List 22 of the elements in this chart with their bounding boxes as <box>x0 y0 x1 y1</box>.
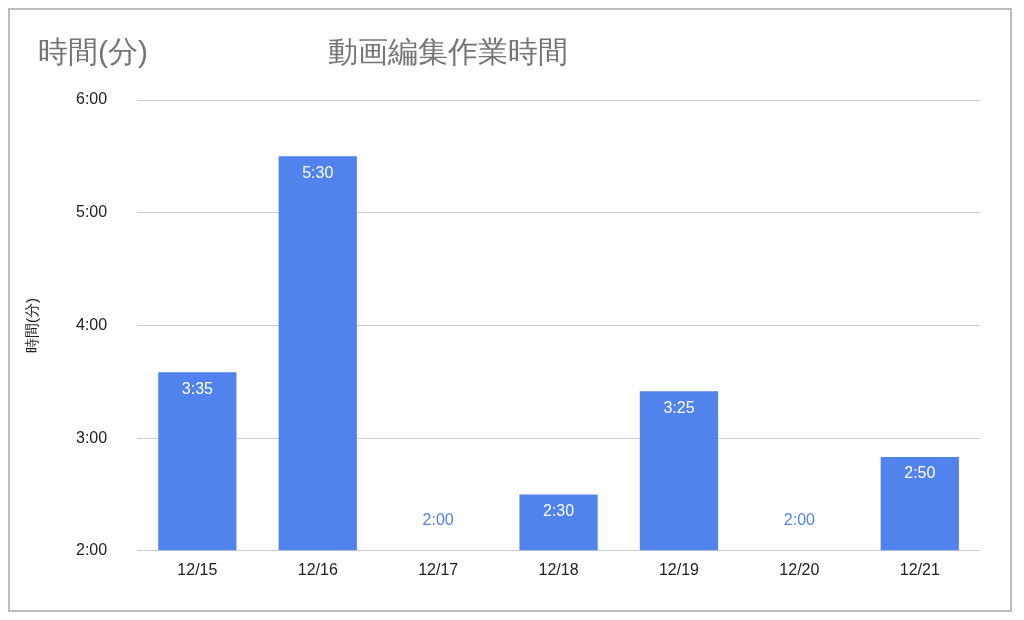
x-tick-label: 12/16 <box>297 560 338 578</box>
y-axis-title: 時間(分) <box>23 297 41 353</box>
x-tick-label: 12/15 <box>177 560 218 578</box>
x-tick-label: 12/19 <box>658 560 700 578</box>
y-tick-label: 3:00 <box>76 428 108 446</box>
x-tick-label: 12/18 <box>538 560 579 578</box>
data-label: 2:00 <box>783 511 816 529</box>
chart-title: 動画編集作業時間 <box>328 34 568 70</box>
data-label: 2:00 <box>422 511 454 529</box>
x-tick-label: 12/17 <box>418 560 459 578</box>
y-tick-label: 4:00 <box>76 315 108 333</box>
data-label: 2:50 <box>904 464 936 482</box>
data-label: 5:30 <box>302 163 334 181</box>
text: 時間(分) <box>38 34 148 70</box>
x-tick-label: 12/21 <box>899 560 940 578</box>
y-tick-label: 2:00 <box>76 541 108 559</box>
y-tick-label: 6:00 <box>76 90 108 108</box>
x-tick-label: 12/20 <box>779 560 820 578</box>
data-label: 2:30 <box>543 501 575 519</box>
data-label: 3:25 <box>663 398 695 416</box>
y-tick-label: 5:00 <box>76 203 108 221</box>
data-label: 3:35 <box>181 379 214 397</box>
